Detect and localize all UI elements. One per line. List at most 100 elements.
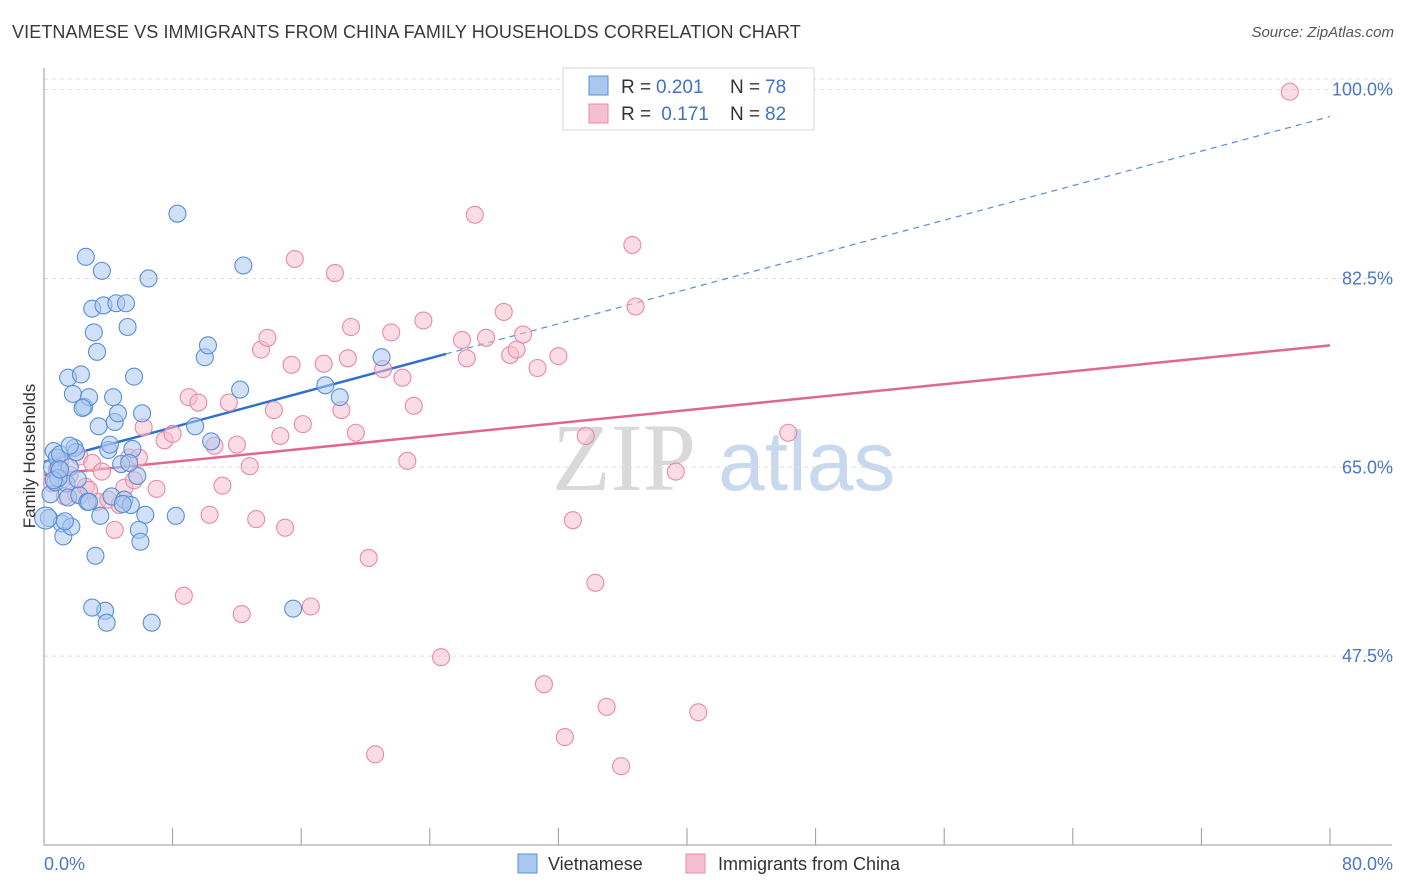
bottom-legend-swatch-vietnamese xyxy=(517,853,538,874)
y-tick-label: 47.5% xyxy=(1342,646,1393,666)
vietnamese-point xyxy=(116,294,136,313)
china-point xyxy=(528,358,547,378)
vietnamese-point xyxy=(120,453,139,473)
china-point xyxy=(494,302,513,321)
china-point xyxy=(666,462,685,481)
china-point xyxy=(393,368,412,387)
china-point xyxy=(92,462,111,481)
china-point xyxy=(563,511,582,530)
china-point xyxy=(258,328,277,347)
china-point xyxy=(341,317,361,337)
legend-n-label-1: N = xyxy=(730,77,760,98)
vietnamese-point xyxy=(108,404,127,423)
china-point xyxy=(240,457,259,476)
scatter-points xyxy=(34,82,1299,776)
china-point xyxy=(147,479,166,498)
axes xyxy=(43,68,1392,846)
china-point xyxy=(626,297,645,316)
china-point xyxy=(507,340,526,359)
vietnamese-point xyxy=(76,247,95,266)
vietnamese-point xyxy=(73,398,92,417)
legend-n-label-2: N = xyxy=(730,104,760,125)
vietnamese-point xyxy=(124,367,144,386)
vietnamese-point xyxy=(92,261,111,280)
vietnamese-point xyxy=(79,492,99,511)
china-point xyxy=(219,393,238,412)
china-point xyxy=(586,573,605,592)
china-point xyxy=(105,520,124,539)
legend: R = 0.201 N = 78 R = 0.171 N = 82 xyxy=(562,67,815,131)
vietnamese-point xyxy=(51,460,70,479)
china-point xyxy=(477,328,496,347)
vietnamese-point xyxy=(234,256,253,275)
china-point xyxy=(282,355,301,374)
vietnamese-point xyxy=(86,546,105,565)
china-point xyxy=(404,396,423,415)
vietnamese-point xyxy=(104,388,123,407)
grid-lines xyxy=(44,78,1392,657)
vietnamese-point xyxy=(142,613,161,632)
bottom-legend-label-vietnamese: Vietnamese xyxy=(548,854,643,874)
china-point xyxy=(779,423,798,442)
china-point xyxy=(276,518,295,537)
legend-r-label-2: R = xyxy=(621,104,651,125)
vietnamese-point xyxy=(84,323,103,342)
vietnamese-point xyxy=(372,348,391,367)
china-point xyxy=(465,205,484,224)
vietnamese-point xyxy=(113,494,132,514)
vietnamese-point xyxy=(89,417,108,436)
vietnamese-point xyxy=(166,506,185,525)
china-point xyxy=(366,745,385,764)
bottom-legend-swatch-china xyxy=(685,853,706,874)
watermark: ZIP atlas xyxy=(552,404,895,511)
y-tick-label: 65.0% xyxy=(1342,457,1393,477)
china-point xyxy=(1280,82,1299,101)
china-point xyxy=(227,435,246,454)
vietnamese-point xyxy=(316,376,335,395)
china-point xyxy=(293,415,312,434)
vietnamese-point xyxy=(71,365,91,384)
china-point xyxy=(457,349,476,368)
china-point xyxy=(597,697,616,716)
legend-n-value-1: 78 xyxy=(765,77,786,98)
china-point xyxy=(612,757,631,776)
china-point xyxy=(338,349,357,368)
y-tick-label: 100.0% xyxy=(1332,80,1393,100)
legend-swatch-china xyxy=(588,103,609,124)
china-point xyxy=(314,354,333,373)
x-tick-label-max: 80.0% xyxy=(1342,854,1393,874)
chart-source: Source: ZipAtlas.com xyxy=(1251,24,1394,41)
vietnamese-point xyxy=(118,317,137,337)
legend-r-value-2: 0.171 xyxy=(656,104,709,125)
china-point xyxy=(576,426,595,446)
china-trend-line xyxy=(43,344,1331,477)
y-axis-title: Family Households xyxy=(20,384,39,529)
china-point xyxy=(689,703,708,722)
vietnamese-point xyxy=(60,436,79,455)
legend-r-value-1: 0.201 xyxy=(656,77,704,98)
china-point xyxy=(359,548,378,567)
china-point xyxy=(549,347,568,366)
vietnamese-point xyxy=(136,505,155,524)
china-point xyxy=(398,451,417,470)
china-point xyxy=(213,476,232,495)
legend-r-label-1: R = xyxy=(621,77,651,98)
vietnamese-point xyxy=(133,404,152,423)
vietnamese-point xyxy=(100,435,119,454)
vietnamese-point xyxy=(186,417,205,436)
china-point xyxy=(623,235,642,255)
vietnamese-point xyxy=(131,532,150,551)
y-tick-label: 82.5% xyxy=(1342,268,1393,288)
tick-labels: 47.5% 65.0% 82.5% 100.0% 0.0% 80.0% xyxy=(44,80,1393,874)
bottom-legend: Vietnamese Immigrants from China xyxy=(517,853,901,874)
china-point xyxy=(513,325,533,344)
china-point xyxy=(382,323,401,342)
china-point xyxy=(163,424,182,443)
china-point xyxy=(414,311,433,330)
vietnamese-point xyxy=(128,466,147,485)
vietnamese-point xyxy=(34,506,58,530)
vietnamese-point xyxy=(87,342,107,361)
vietnamese-point xyxy=(330,388,349,407)
china-point xyxy=(247,510,266,529)
